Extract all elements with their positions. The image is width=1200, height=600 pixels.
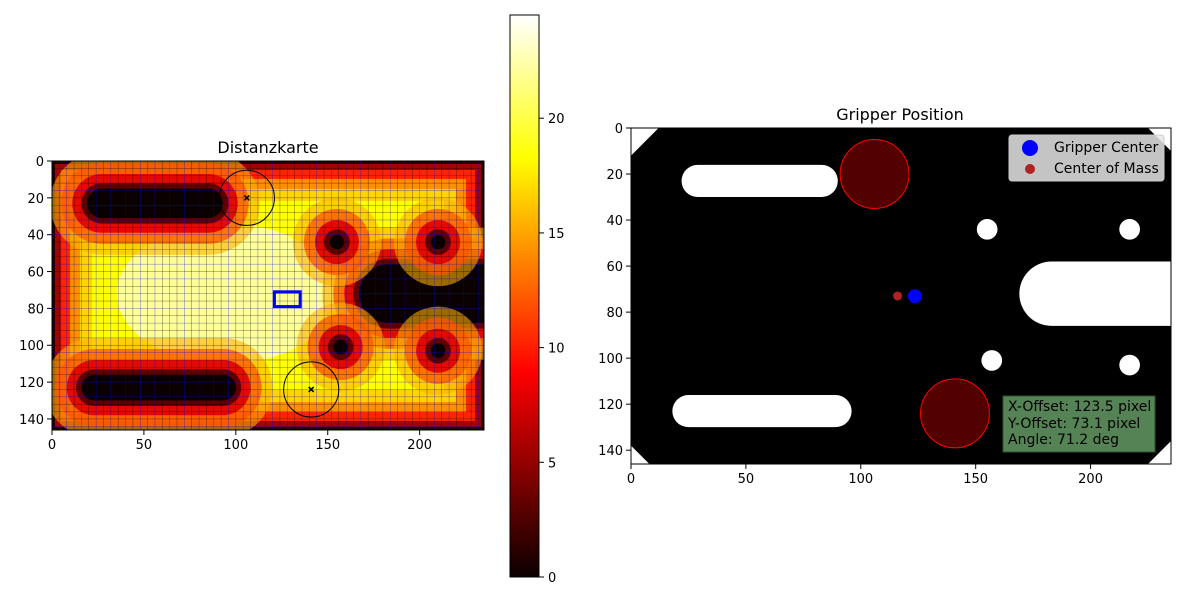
- gripper-box: [272, 290, 302, 309]
- occupancy-corner: [631, 445, 650, 464]
- distance-map-title: Distanzkarte: [217, 138, 318, 157]
- legend-box: [1008, 134, 1165, 182]
- grasp-zone-circle: [839, 139, 910, 209]
- annotation-box: [1002, 395, 1156, 453]
- occupancy-obstacle: [981, 350, 1003, 371]
- colorbar-gradient: [509, 14, 540, 578]
- gripper-position-xtick-label: 100: [848, 472, 873, 487]
- center-of-mass-point: [893, 291, 903, 301]
- gripper-position-ytick-label: 140: [598, 444, 623, 459]
- grasp-point-marker: [243, 194, 250, 201]
- gripper-position-title: Gripper Position: [836, 105, 964, 124]
- colorbar-tick-label: 20: [548, 112, 565, 127]
- distance-map-ytick-label: 40: [27, 229, 44, 244]
- distance-map-ytick-label: 20: [27, 192, 44, 207]
- gripper-position-ytick-label: 100: [598, 352, 623, 367]
- distance-map-ytick-label: 0: [36, 155, 44, 170]
- distance-map-frame: [51, 160, 485, 431]
- colorbar-tick-label: 5: [548, 456, 556, 471]
- distance-map-xtick-label: 50: [136, 438, 153, 453]
- gripper-center-point: [907, 289, 922, 304]
- grasp-circle: [283, 361, 340, 418]
- legend-center-of-mass-marker: [1025, 164, 1035, 174]
- grasp-point-marker: [308, 386, 315, 393]
- distance-map-ytick-label: 140: [19, 413, 44, 428]
- gripper-position-xtick-label: 150: [963, 472, 988, 487]
- occupancy-obstacle: [1119, 354, 1140, 376]
- gripper-position-xtick-label: 0: [627, 472, 635, 487]
- gripper-position-xtick-label: 200: [1078, 472, 1103, 487]
- occupancy-obstacle: [1119, 218, 1140, 240]
- grasp-circle: [218, 169, 275, 226]
- colorbar-tick-label: 15: [548, 227, 565, 242]
- colorbar-tick-label: 0: [548, 571, 556, 586]
- occupancy-obstacle: [976, 218, 998, 240]
- grasp-zone-circle: [920, 378, 990, 449]
- annotation-x-offset: X-Offset: 123.5 pixel: [1008, 399, 1151, 415]
- gripper-position-ytick-label: 60: [606, 260, 623, 275]
- gripper-position-xtick-label: 50: [738, 472, 755, 487]
- distance-map-ytick-label: 100: [19, 339, 44, 354]
- distance-map-xtick-label: 200: [407, 438, 432, 453]
- colorbar-tick-label: 10: [548, 342, 565, 357]
- gripper-position-ytick-label: 120: [598, 398, 623, 413]
- occupancy-corner: [1148, 440, 1171, 464]
- legend-gripper-center-marker: [1022, 140, 1038, 156]
- distance-map-chart: Distanzkarte 0 50 100 150 200 0 20 40 60 80 100 120…: [19, 138, 485, 453]
- distance-map-xtick-label: 150: [315, 438, 340, 453]
- gripper-position-chart: Gripper Position 0 50 100 150 200 0 20 40 60 80 10…: [598, 105, 1172, 487]
- gripper-position-ytick-label: 40: [606, 214, 623, 229]
- gripper-position-frame: [630, 127, 1172, 465]
- legend-gripper-center-label: Gripper Center: [1054, 140, 1158, 156]
- annotation-y-offset: Y-Offset: 73.1 pixel: [1007, 416, 1140, 432]
- heatmap-obstacle: [430, 343, 446, 359]
- legend-center-of-mass-label: Center of Mass: [1054, 161, 1159, 177]
- distance-map-xtick-label: 0: [48, 438, 56, 453]
- heatmap-obstacle: [333, 339, 348, 355]
- legend: Gripper Center Center of Mass: [1008, 134, 1165, 182]
- distance-map-xtick-label: 100: [223, 438, 248, 453]
- gripper-position-ytick-label: 20: [606, 168, 623, 183]
- occupancy-corner: [631, 128, 659, 156]
- gripper-position-ytick-label: 0: [615, 122, 623, 137]
- distance-map-ytick-label: 60: [27, 266, 44, 281]
- annotation-angle: Angle: 71.2 deg: [1008, 432, 1119, 448]
- gripper-position-ytick-label: 80: [606, 306, 623, 321]
- offset-annotation: X-Offset: 123.5 pixel Y-Offset: 73.1 pix…: [1002, 395, 1156, 453]
- distance-map-ytick-label: 120: [19, 376, 44, 391]
- distance-map-ytick-label: 80: [27, 302, 44, 317]
- colorbar: 0 5 10 15 20: [509, 14, 565, 586]
